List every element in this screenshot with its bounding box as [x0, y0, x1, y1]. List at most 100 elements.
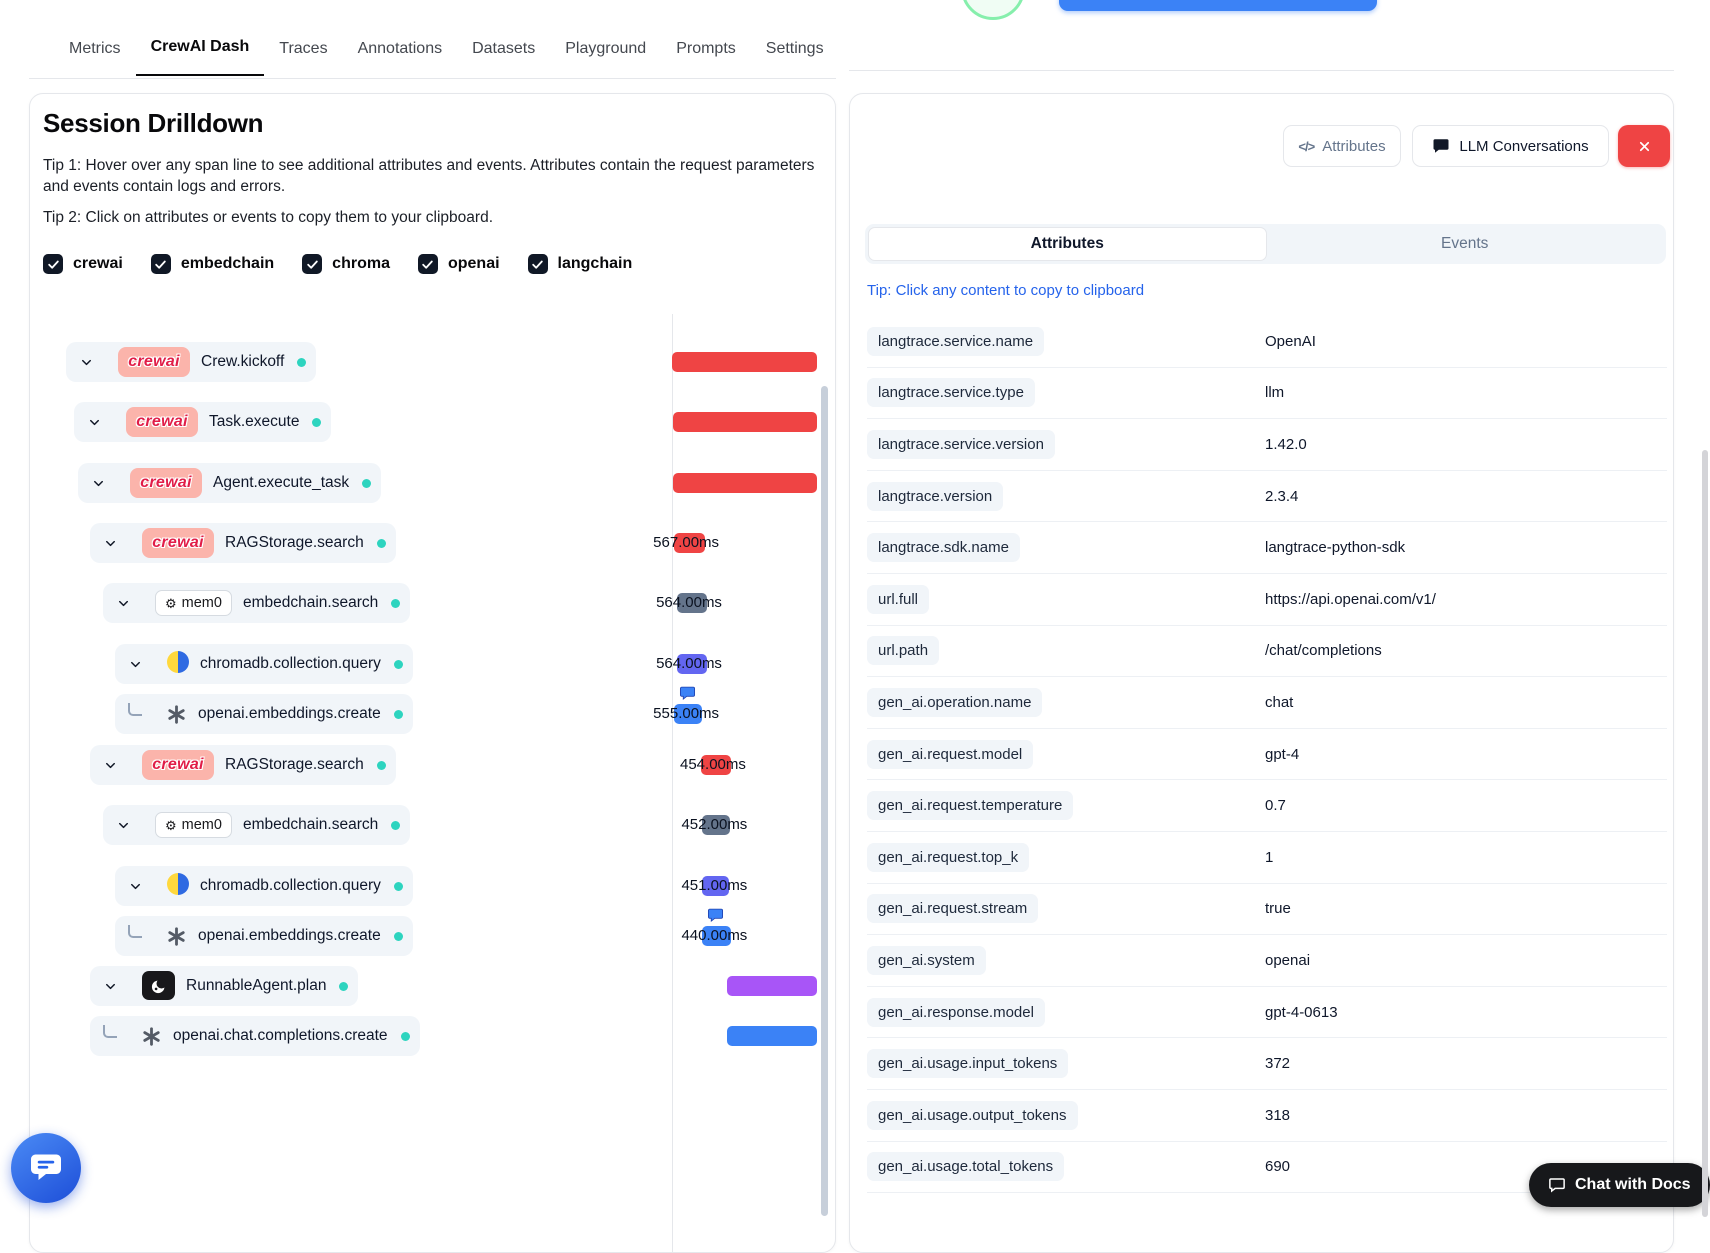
chevron-down-icon[interactable]	[86, 414, 102, 430]
span-pill[interactable]: crewai RAGStorage.search	[90, 523, 396, 563]
attribute-row[interactable]: gen_ai.usage.total_tokens 690	[867, 1142, 1667, 1194]
attribute-row[interactable]: gen_ai.request.temperature 0.7	[867, 780, 1667, 832]
attribute-value[interactable]: 0.7	[1265, 797, 1286, 815]
nav-tab-traces[interactable]: Traces	[279, 40, 328, 57]
nav-tab-prompts[interactable]: Prompts	[676, 40, 736, 57]
span-pill[interactable]: ⚙ mem0 embedchain.search	[103, 805, 411, 845]
span-pill[interactable]: RunnableAgent.plan	[90, 966, 359, 1006]
attribute-value[interactable]: chat	[1265, 693, 1294, 711]
attribute-row[interactable]: url.path /chat/completions	[867, 626, 1667, 678]
filter-chroma[interactable]: chroma	[302, 254, 390, 274]
attribute-key[interactable]: gen_ai.request.top_k	[867, 842, 1030, 872]
attribute-value[interactable]: openai	[1265, 951, 1311, 969]
attribute-value[interactable]: 2.3.4	[1265, 487, 1299, 505]
attribute-value[interactable]: true	[1265, 900, 1291, 918]
nav-tab-datasets[interactable]: Datasets	[472, 40, 536, 57]
nav-tab-annotations[interactable]: Annotations	[357, 40, 443, 57]
attribute-key[interactable]: gen_ai.usage.output_tokens	[867, 1100, 1078, 1130]
attribute-value[interactable]: langtrace-python-sdk	[1265, 539, 1406, 557]
duration-bar[interactable]	[677, 593, 707, 613]
attribute-key[interactable]: url.full	[867, 584, 930, 614]
duration-bar[interactable]	[701, 755, 732, 775]
nav-tab-metrics[interactable]: Metrics	[69, 40, 121, 57]
tab-attributes[interactable]: Attributes	[868, 227, 1267, 261]
attribute-row[interactable]: gen_ai.usage.input_tokens 372	[867, 1038, 1667, 1090]
checkbox-checked-icon[interactable]	[527, 254, 548, 274]
span-row[interactable]: ⚙ mem0 embedchain.search 564.00ms	[30, 583, 835, 623]
span-row[interactable]: crewai RAGStorage.search 567.00ms	[30, 523, 835, 563]
nav-tab-settings[interactable]: Settings	[765, 40, 824, 57]
attribute-key[interactable]: gen_ai.usage.total_tokens	[867, 1152, 1065, 1182]
attribute-key[interactable]: gen_ai.response.model	[867, 997, 1045, 1027]
nav-tab-playground[interactable]: Playground	[565, 40, 647, 57]
attribute-value[interactable]: OpenAI	[1265, 332, 1316, 350]
span-row[interactable]: openai.embeddings.create 555.00ms	[30, 686, 835, 734]
chevron-down-icon[interactable]	[78, 354, 94, 370]
filter-langchain[interactable]: langchain	[527, 254, 632, 274]
duration-bar[interactable]	[674, 704, 703, 724]
user-avatar[interactable]	[961, 0, 1025, 20]
span-pill[interactable]: crewai Crew.kickoff	[66, 342, 317, 382]
attribute-row[interactable]: gen_ai.system openai	[867, 935, 1667, 987]
attribute-row[interactable]: langtrace.service.name OpenAI	[867, 316, 1667, 368]
span-pill[interactable]: openai.embeddings.create	[115, 694, 413, 734]
span-pill[interactable]: openai.chat.completions.create	[90, 1016, 420, 1056]
span-row[interactable]: chromadb.collection.query 451.00ms	[30, 866, 835, 906]
attribute-row[interactable]: langtrace.version 2.3.4	[867, 471, 1667, 523]
chevron-down-icon[interactable]	[102, 978, 118, 994]
span-row[interactable]: crewai Task.execute	[30, 402, 835, 442]
page-scrollbar-thumb[interactable]	[1702, 450, 1708, 1217]
span-pill[interactable]: chromadb.collection.query	[115, 866, 413, 906]
attribute-value[interactable]: /chat/completions	[1265, 642, 1382, 660]
span-row[interactable]: openai.chat.completions.create	[30, 1016, 835, 1056]
attribute-key[interactable]: gen_ai.usage.input_tokens	[867, 1049, 1069, 1079]
attribute-key[interactable]: gen_ai.operation.name	[867, 687, 1043, 717]
attribute-key[interactable]: gen_ai.request.model	[867, 739, 1034, 769]
attribute-row[interactable]: gen_ai.request.top_k 1	[867, 832, 1667, 884]
attribute-value[interactable]: 372	[1265, 1055, 1291, 1073]
attribute-row[interactable]: gen_ai.usage.output_tokens 318	[867, 1090, 1667, 1142]
duration-bar[interactable]	[727, 1026, 817, 1046]
attribute-key[interactable]: langtrace.version	[867, 481, 1004, 511]
tree-scrollbar-thumb[interactable]	[821, 386, 828, 1216]
attribute-key[interactable]: langtrace.service.type	[867, 378, 1035, 408]
chevron-down-icon[interactable]	[127, 656, 143, 672]
chevron-down-icon[interactable]	[90, 475, 106, 491]
duration-bar[interactable]	[672, 352, 817, 372]
duration-bar[interactable]	[727, 976, 817, 996]
attribute-key[interactable]: gen_ai.request.stream	[867, 894, 1039, 924]
chevron-down-icon[interactable]	[115, 595, 131, 611]
attribute-row[interactable]: url.full https://api.openai.com/v1/	[867, 574, 1667, 626]
duration-bar[interactable]	[677, 654, 707, 674]
attribute-row[interactable]: gen_ai.request.stream true	[867, 884, 1667, 936]
attribute-value[interactable]: gpt-4	[1265, 745, 1300, 763]
span-row[interactable]: chromadb.collection.query 564.00ms	[30, 644, 835, 684]
filter-embedchain[interactable]: embedchain	[150, 254, 274, 274]
attribute-row[interactable]: gen_ai.response.model gpt-4-0613	[867, 987, 1667, 1039]
checkbox-checked-icon[interactable]	[302, 254, 323, 274]
attribute-row[interactable]: gen_ai.operation.name chat	[867, 677, 1667, 729]
attribute-row[interactable]: gen_ai.request.model gpt-4	[867, 729, 1667, 781]
span-row[interactable]: openai.embeddings.create 440.00ms	[30, 908, 835, 956]
span-pill[interactable]: crewai Task.execute	[74, 402, 332, 442]
chevron-down-icon[interactable]	[115, 817, 131, 833]
attribute-value[interactable]: 318	[1265, 1106, 1291, 1124]
duration-bar[interactable]	[702, 926, 732, 946]
close-button[interactable]	[1618, 125, 1670, 167]
filter-openai[interactable]: openai	[417, 254, 500, 274]
nav-tab-crewai-dash[interactable]: CrewAI Dash	[135, 34, 265, 76]
attribute-value[interactable]: 690	[1265, 1158, 1291, 1176]
chat-widget-button[interactable]	[11, 1133, 81, 1203]
attributes-header-button[interactable]: </> Attributes	[1283, 125, 1401, 167]
checkbox-checked-icon[interactable]	[43, 254, 63, 274]
events-bubble-icon[interactable]	[679, 685, 697, 703]
span-pill[interactable]: openai.embeddings.create	[115, 916, 413, 956]
span-row[interactable]: crewai Crew.kickoff	[30, 342, 835, 382]
chevron-down-icon[interactable]	[102, 535, 118, 551]
attribute-key[interactable]: langtrace.sdk.name	[867, 533, 1020, 563]
attribute-value[interactable]: gpt-4-0613	[1265, 1003, 1338, 1021]
span-row[interactable]: ⚙ mem0 embedchain.search 452.00ms	[30, 805, 835, 845]
attribute-key[interactable]: gen_ai.system	[867, 945, 986, 975]
span-pill[interactable]: chromadb.collection.query	[115, 644, 413, 684]
chevron-down-icon[interactable]	[127, 878, 143, 894]
